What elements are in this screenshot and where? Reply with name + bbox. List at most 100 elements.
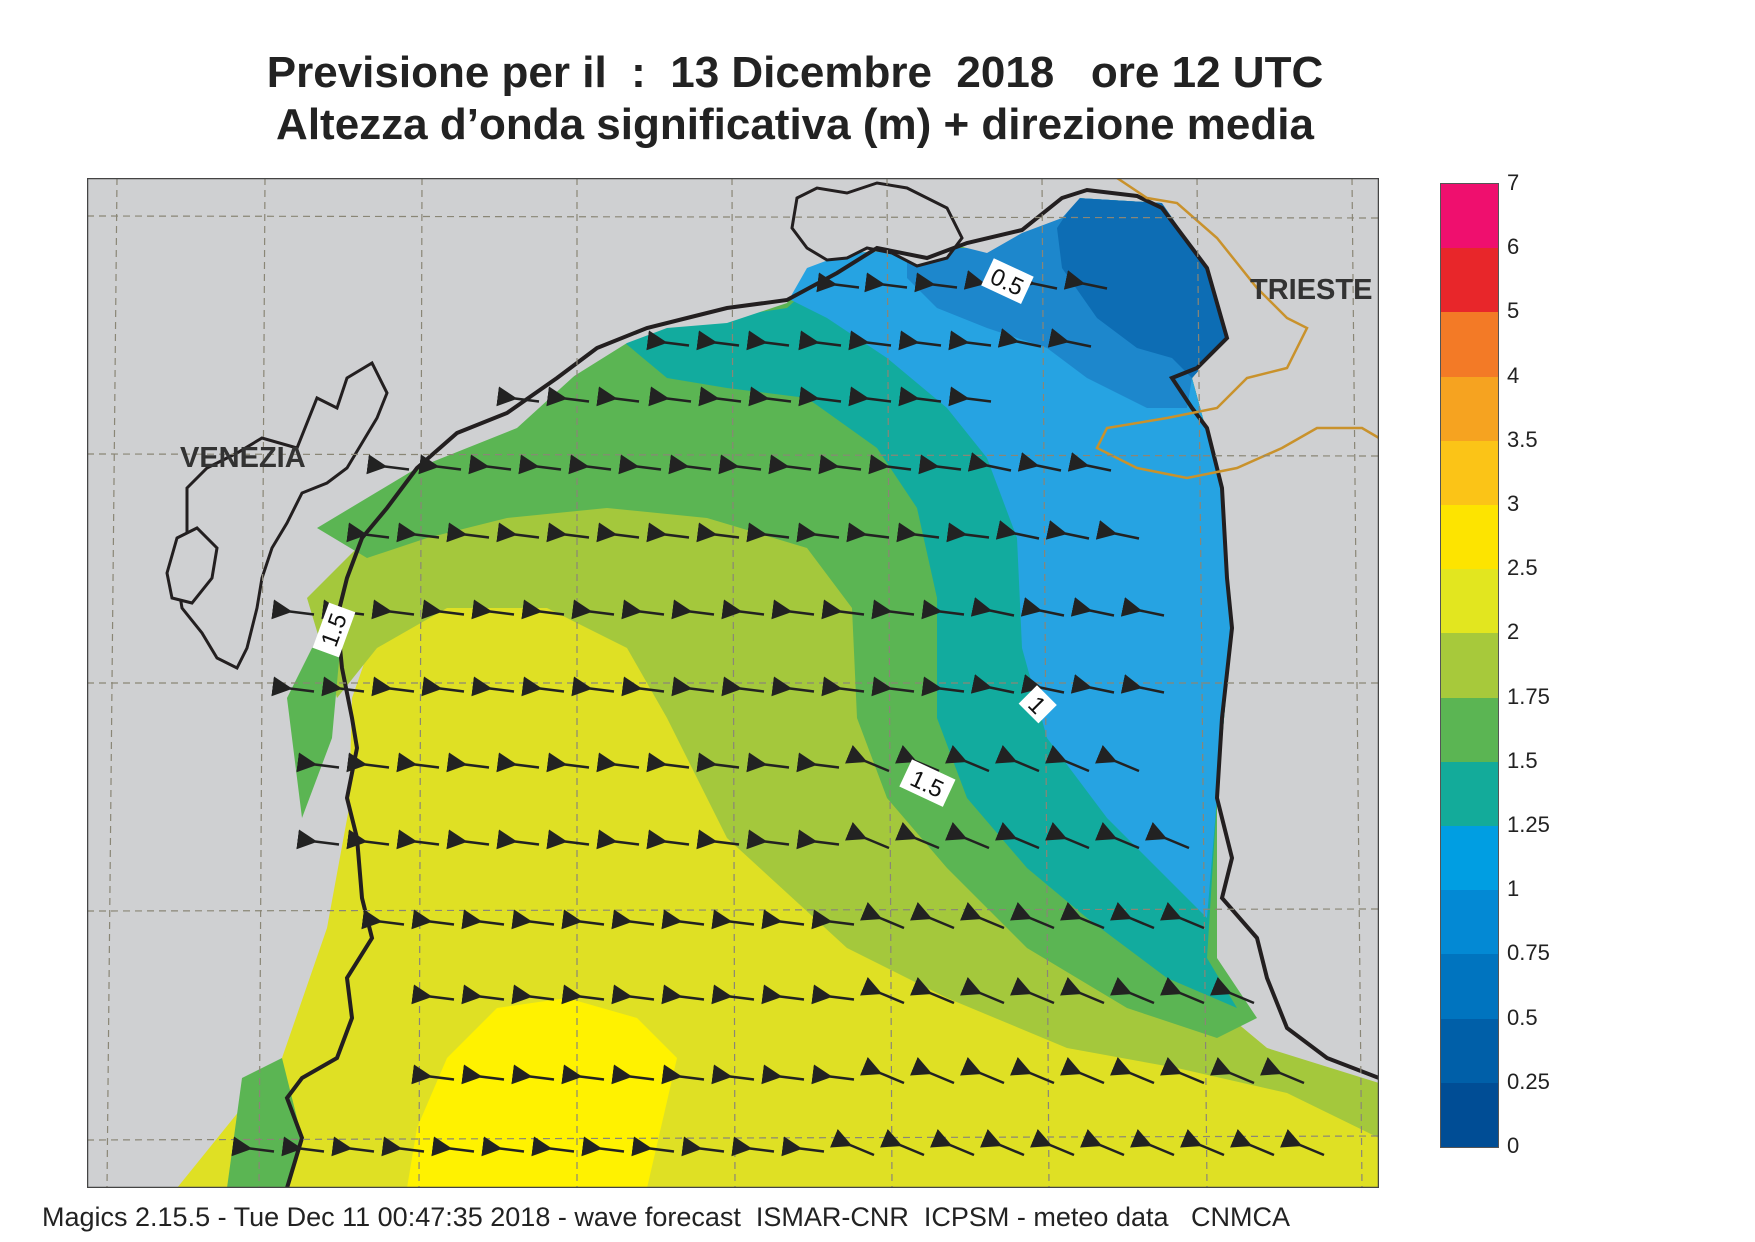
wave-direction-arrow: [771, 676, 815, 697]
contour-label-1: 1: [1018, 685, 1057, 724]
legend-tick-label: 2: [1497, 619, 1519, 645]
wave-direction-arrow: [431, 1136, 475, 1157]
wave-direction-arrow: [845, 822, 890, 850]
color-legend-bar: [1440, 183, 1499, 1148]
place-label-trieste: TRIESTE: [1250, 274, 1373, 306]
legend-tick-text: 1.5: [1507, 747, 1538, 773]
wave-direction-arrow: [848, 330, 892, 351]
legend-tick-label: 5: [1497, 298, 1519, 324]
legend-tick-text: 0.5: [1507, 1004, 1538, 1030]
wave-direction-arrow: [681, 1136, 725, 1157]
legend-swatch: [1441, 184, 1498, 249]
wave-direction-arrow: [446, 752, 490, 773]
wave-direction-arrow: [411, 1064, 455, 1085]
wave-direction-arrow: [646, 752, 690, 773]
legend-tick-text: 5: [1507, 298, 1520, 324]
map-title-line-2: Altezza d’onda significativa (m) + direz…: [276, 100, 1314, 149]
wave-direction-arrow: [1210, 977, 1255, 1005]
legend-tick-label: 1.75: [1497, 684, 1550, 710]
wave-direction-arrow: [1095, 745, 1140, 773]
wave-direction-arrow: [396, 829, 440, 850]
wave-direction-arrow: [546, 522, 590, 543]
wave-direction-arrow: [948, 386, 992, 407]
wave-direction-arrow: [371, 599, 415, 620]
wave-direction-arrow: [361, 909, 405, 930]
wave-direction-arrow: [596, 829, 640, 850]
wave-direction-arrow: [771, 599, 815, 620]
wave-direction-arrow: [661, 909, 705, 930]
wave-direction-arrow: [411, 909, 455, 930]
wave-direction-arrow: [721, 676, 765, 697]
wave-direction-arrow: [748, 386, 792, 407]
wave-direction-arrow: [1010, 1057, 1055, 1085]
wave-direction-arrow: [970, 597, 1015, 617]
wave-direction-arrow: [1110, 902, 1155, 930]
wave-direction-arrow: [860, 902, 905, 930]
wave-direction-arrow: [945, 822, 990, 850]
wave-direction-arrow: [661, 1064, 705, 1085]
wave-direction-arrow: [781, 1136, 825, 1157]
legend-swatch: [1441, 248, 1498, 313]
wave-direction-arrow: [331, 1136, 375, 1157]
wave-direction-arrow: [648, 386, 692, 407]
legend-swatch: [1441, 1082, 1498, 1148]
wave-direction-arrow: [1145, 822, 1190, 850]
wave-direction-arrow: [496, 386, 540, 407]
wave-direction-arrow: [561, 1064, 605, 1085]
wave-direction-arrow: [1060, 902, 1105, 930]
wave-direction-arrow: [518, 454, 562, 475]
wave-direction-arrow: [366, 454, 410, 475]
wave-direction-arrow: [346, 752, 390, 773]
legend-tick-text: 4: [1507, 362, 1520, 388]
wave-direction-arrow: [811, 909, 855, 930]
wave-direction-arrow: [496, 752, 540, 773]
legend-tick-text: 2.5: [1507, 555, 1538, 581]
wave-direction-arrow: [845, 745, 890, 773]
wave-direction-arrow: [1080, 1129, 1125, 1157]
wave-direction-arrow: [995, 822, 1040, 850]
wave-direction-arrow: [798, 386, 842, 407]
wave-direction-arrow: [1120, 597, 1165, 617]
wave-direction-arrow: [896, 522, 940, 543]
wave-direction-arrow: [946, 522, 990, 543]
wave-direction-arrow: [871, 599, 915, 620]
wave-direction-arrow: [746, 330, 790, 351]
wave-direction-arrow: [461, 984, 505, 1005]
legend-tick-label: 4: [1497, 363, 1519, 389]
legend-tick-text: 3: [1507, 491, 1520, 516]
wave-direction-arrow: [571, 599, 615, 620]
wave-direction-arrow: [611, 1064, 655, 1085]
wave-direction-arrow: [711, 1064, 755, 1085]
wave-direction-arrow: [818, 454, 862, 475]
legend-swatch: [1441, 569, 1498, 634]
wave-direction-arrow: [581, 1136, 625, 1157]
wave-direction-arrow: [1020, 597, 1065, 617]
wave-direction-arrow: [746, 522, 790, 543]
wave-direction-arrow: [271, 676, 315, 697]
wave-direction-arrow: [970, 674, 1015, 694]
wave-direction-arrow: [980, 1129, 1025, 1157]
wave-direction-arrow: [1110, 977, 1155, 1005]
legend-swatch: [1441, 697, 1498, 763]
legend-swatch: [1441, 761, 1498, 827]
wave-direction-arrow: [421, 599, 465, 620]
wave-direction-arrow: [346, 829, 390, 850]
wave-direction-arrow: [321, 676, 365, 697]
wave-direction-arrow: [910, 977, 955, 1005]
wave-direction-arrow: [746, 752, 790, 773]
wave-direction-arrow: [496, 522, 540, 543]
wave-direction-arrow: [571, 676, 615, 697]
wave-direction-arrow: [914, 272, 958, 293]
wave-direction-arrow: [1160, 1057, 1205, 1085]
wave-direction-arrow: [1130, 1129, 1175, 1157]
wave-direction-arrow: [418, 454, 462, 475]
wave-direction-arrow: [281, 1136, 325, 1157]
venice-lagoon-islands: [175, 360, 389, 671]
sea-band-2-2-5: [407, 998, 677, 1188]
wave-direction-arrow: [995, 520, 1040, 540]
wave-direction-arrow: [860, 977, 905, 1005]
wave-direction-arrow: [960, 1057, 1005, 1085]
wave-direction-arrow: [646, 829, 690, 850]
wave-direction-arrow: [796, 522, 840, 543]
wave-direction-arrow: [1047, 328, 1092, 348]
